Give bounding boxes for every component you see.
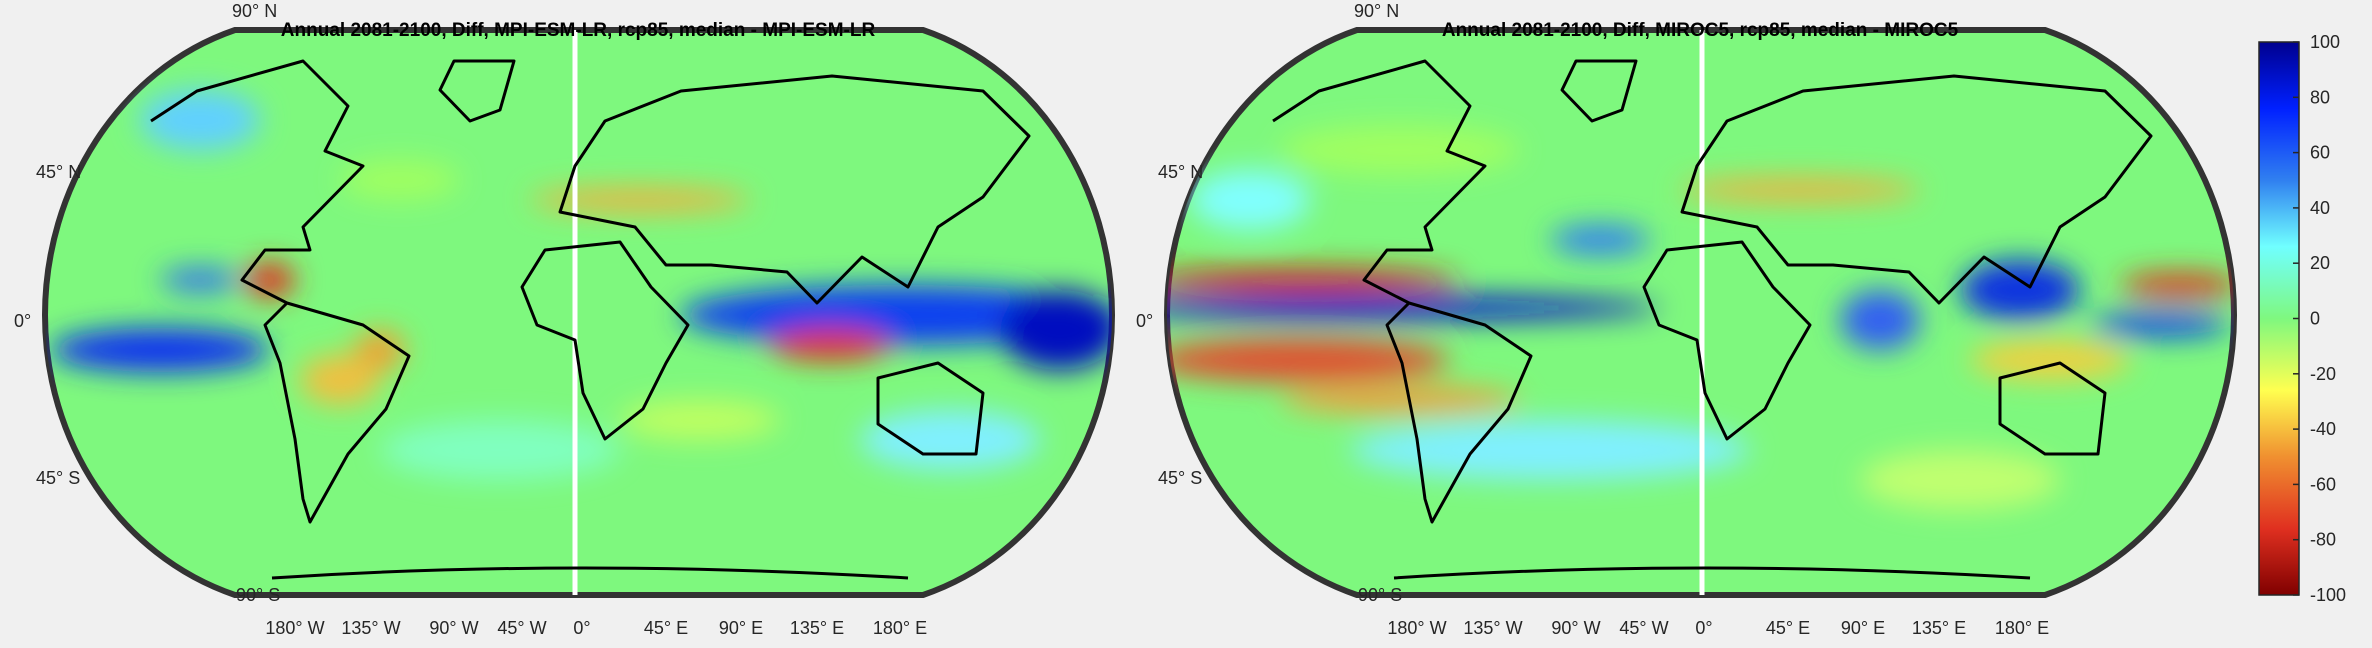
field-anomaly (1167, 296, 1660, 320)
colorbar-tick-label: -20 (2310, 364, 2336, 384)
lat-label: 45° N (36, 162, 81, 182)
lon-label: 135° E (790, 618, 844, 638)
lat-label: 0° (1136, 311, 1153, 331)
lon-label: 180° W (265, 618, 324, 638)
lon-label: 45° E (1766, 618, 1810, 638)
lon-label: 180° E (873, 618, 927, 638)
colorbar-tick-label: -40 (2310, 419, 2336, 439)
map-title: Annual 2081-2100, Diff, MIROC5, rcp85, m… (1442, 20, 1959, 41)
field-anomaly (1550, 225, 1650, 255)
field-anomaly (1860, 450, 2060, 510)
lat-label: 90° S (236, 585, 280, 605)
lat-labels: 90° N 45° N 0° 45° S 90° S (14, 1, 280, 605)
lon-label: 180° W (1387, 618, 1446, 638)
map-left: Annual 2081-2100, Diff, MPI-ESM-LR, rcp8… (14, 1, 1120, 638)
lat-label: 45° S (1158, 468, 1202, 488)
colorbar-tick-label: 20 (2310, 253, 2330, 273)
lon-labels: 180° W 135° W 90° W 45° W 0° 45° E 90° E 135° E… (1387, 618, 2049, 638)
colorbar: 100 80 60 40 20 0 -20 -40 -60 -80 -100 (2258, 32, 2346, 605)
lat-label: 45° N (1158, 162, 1203, 182)
field-anomaly (380, 420, 620, 480)
field-anomaly (340, 160, 460, 200)
lon-label: 135° W (1463, 618, 1522, 638)
lon-label: 90° W (1551, 618, 1600, 638)
field-anomaly (160, 268, 240, 292)
lon-label: 90° E (719, 618, 763, 638)
lat-label: 90° N (232, 1, 277, 21)
field-anomaly (860, 410, 1040, 470)
colorbar-tick-label: -80 (2310, 530, 2336, 550)
field-anomaly (1680, 178, 1920, 202)
lat-label: 90° N (1354, 1, 1399, 21)
lon-label: 45° W (1619, 618, 1668, 638)
lon-label: 0° (1695, 618, 1712, 638)
field-anomaly (50, 328, 270, 372)
colorbar-tick-label: 80 (2310, 87, 2330, 107)
field-right (1167, 30, 2234, 595)
lon-labels: 180° W 135° W 90° W 45° W 0° 45° E 90° E 135° E… (265, 618, 927, 638)
lon-label: 0° (573, 618, 590, 638)
field-anomaly (1190, 170, 1310, 230)
lat-label: 45° S (36, 468, 80, 488)
field-anomaly (1350, 420, 1750, 480)
colorbar-gradient (2258, 41, 2300, 596)
colorbar-tick-label: -60 (2310, 474, 2336, 494)
field-anomaly (1280, 386, 1520, 414)
field-anomaly (1960, 260, 2080, 320)
lon-label: 90° W (429, 618, 478, 638)
field-anomaly (1970, 340, 2130, 380)
colorbar-tick-label: 100 (2310, 32, 2340, 52)
field-anomaly (1000, 290, 1112, 370)
lat-label: 90° S (1358, 585, 1402, 605)
field-anomaly (1280, 125, 1520, 175)
field-anomaly (140, 90, 260, 150)
lat-labels: 90° N 45° N 0° 45° S 90° S (1136, 1, 1402, 605)
field-anomaly (530, 188, 750, 212)
lon-label: 135° W (341, 618, 400, 638)
field-anomaly (2090, 313, 2230, 337)
field-anomaly (355, 330, 405, 370)
field-anomaly (620, 400, 780, 440)
colorbar-tick-label: 60 (2310, 143, 2330, 163)
colorbar-tick-label: 40 (2310, 198, 2330, 218)
colorbar-tick-label: 0 (2310, 309, 2320, 329)
lon-label: 180° E (1995, 618, 2049, 638)
colorbar-tick-label: -100 (2310, 585, 2346, 605)
lon-label: 45° E (644, 618, 688, 638)
lon-label: 45° W (497, 618, 546, 638)
field-left (50, 30, 1112, 595)
map-title: Annual 2081-2100, Diff, MPI-ESM-LR, rcp8… (281, 20, 876, 41)
lon-label: 90° E (1841, 618, 1885, 638)
field-anomaly (770, 329, 890, 361)
field-anomaly (300, 355, 380, 405)
field-anomaly (1167, 268, 1460, 292)
lon-label: 135° E (1912, 618, 1966, 638)
field-anomaly (1167, 338, 1450, 382)
field-anomaly (2120, 273, 2234, 297)
map-right: Annual 2081-2100, Diff, MIROC5, rcp85, m… (1136, 1, 2240, 638)
lat-label: 0° (14, 311, 31, 331)
field-anomaly (1840, 290, 1920, 350)
